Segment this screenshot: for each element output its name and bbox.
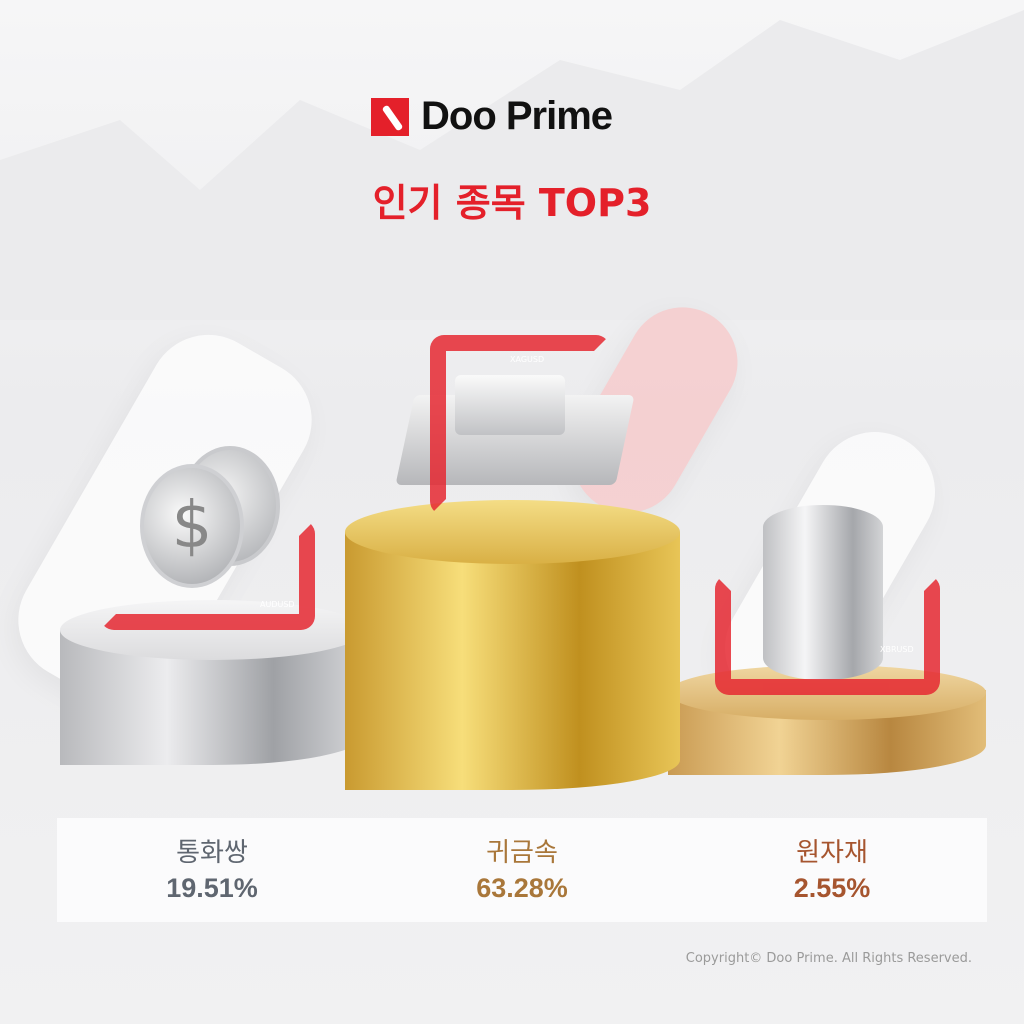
arrow-tag: XBRUSD: [880, 645, 914, 654]
category-label: 귀금속: [486, 838, 558, 868]
podium-gold: [345, 500, 680, 790]
stat-currency-pairs: 통화쌍 19.51%: [57, 832, 367, 904]
logo-mark-icon: [371, 97, 409, 136]
stat-commodities: 원자재 2.55%: [677, 832, 987, 904]
category-label: 원자재: [796, 838, 868, 868]
category-label: 통화쌍: [176, 838, 248, 868]
brand-logo: Doo Prime: [371, 94, 613, 139]
page-title: 인기 종목 TOP3: [372, 181, 652, 225]
arrow-tag: XAGUSD: [510, 355, 545, 364]
silver-bars-icon: XAGUSD: [395, 335, 635, 530]
percent-value: 63.28%: [476, 873, 568, 903]
brand-name: Doo Prime: [421, 94, 613, 138]
stats-panel: 통화쌍 19.51% 귀금속 63.28% 원자재 2.55%: [57, 818, 987, 922]
stat-precious-metals: 귀금속 63.28%: [367, 832, 677, 904]
oil-barrel-icon: XBRUSD: [715, 505, 945, 705]
podium-silver: [60, 600, 365, 765]
arrow-tag: AUDUSD: [260, 600, 295, 609]
silver-dollar-coins-icon: $ AUDUSD: [100, 440, 320, 640]
percent-value: 19.51%: [166, 873, 258, 903]
copyright: Copyright© Doo Prime. All Rights Reserve…: [685, 951, 972, 966]
background-mountains: [0, 10, 1024, 320]
percent-value: 2.55%: [793, 873, 871, 903]
